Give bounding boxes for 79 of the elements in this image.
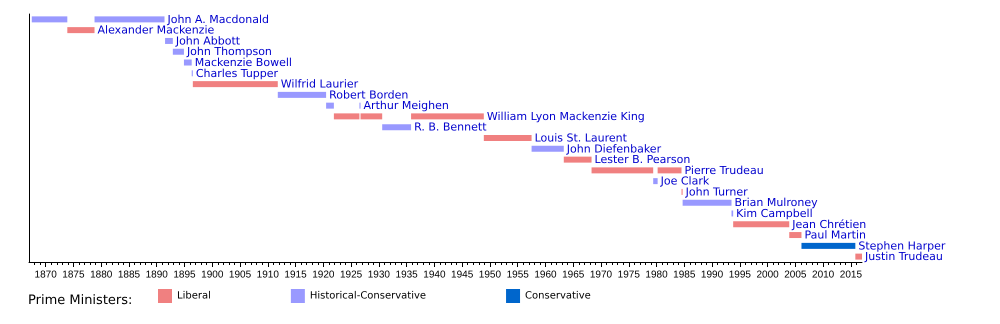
x-tick-label: 2000 (756, 270, 780, 280)
y-tick-label: Pierre Trudeau (684, 164, 764, 177)
y-tick-label: Lester B. Pearson (594, 153, 690, 166)
bar (801, 242, 856, 249)
y-tick-label: Wilfrid Laurier (280, 78, 359, 91)
bar (326, 102, 334, 109)
x-tick-label: 1880 (90, 270, 113, 280)
x-tick-label: 1910 (256, 270, 280, 280)
bar (733, 221, 790, 228)
x-tick-label: 1975 (618, 270, 640, 280)
x-tick-label: 1985 (673, 270, 696, 280)
bar (682, 200, 732, 206)
y-tick-label: Brian Mulroney (734, 196, 818, 210)
y-tick-label: Robert Borden (329, 88, 408, 102)
legend-label: Conservative (525, 290, 591, 302)
legend-label: Liberal (177, 290, 211, 302)
bar (67, 27, 95, 34)
bar (165, 38, 173, 44)
y-tick-label: William Lyon Mackenzie King (486, 110, 645, 123)
y-tick-label: Stephen Harper (858, 239, 946, 252)
bar (192, 81, 278, 88)
bar (382, 124, 412, 130)
bar (172, 48, 184, 55)
x-tick-label: 1895 (173, 270, 196, 280)
x-tick-label: 1935 (396, 270, 418, 280)
x-tick-label: 1950 (478, 270, 502, 280)
bar (653, 178, 658, 184)
x-tick-label: 1890 (146, 270, 168, 280)
x-tick-label: 1965 (562, 270, 585, 280)
x-tick-label: 1900 (201, 270, 224, 280)
x-tick-label: 1925 (340, 270, 363, 280)
x-tick-label: 2010 (812, 270, 835, 280)
x-tick-label: 1960 (534, 270, 558, 280)
x-tick-label: 1970 (590, 270, 613, 280)
x-tick-label: 2005 (784, 270, 807, 280)
x-tick-label: 1940 (423, 270, 446, 280)
y-tick-label: R. B. Bennett (414, 120, 488, 134)
bar (94, 16, 164, 22)
bar (564, 156, 592, 163)
x-tick-label: 1990 (700, 270, 724, 280)
x-tick-label: 1930 (368, 270, 390, 280)
y-tick-label: Paul Martin (804, 228, 866, 242)
y-tick-label: Charles Tupper (196, 66, 279, 80)
bar (411, 113, 484, 120)
y-tick-label: Justin Trudeau (864, 250, 943, 264)
bar (855, 254, 862, 260)
y-tick-label: Louis St. Laurent (534, 132, 628, 144)
x-tick-label: 1945 (451, 270, 474, 280)
bar (658, 167, 682, 174)
x-tick-label: 1920 (312, 270, 335, 280)
y-tick-label: John A. Macdonald (166, 12, 269, 26)
x-tick-label: 1885 (118, 270, 141, 280)
bar (278, 92, 326, 98)
bar (789, 232, 802, 238)
x-tick-label: 1875 (62, 270, 85, 280)
legend-label: Historical-Conservative (310, 290, 426, 302)
y-tick-label: Kim Campbell (736, 206, 813, 220)
x-tick-label: 2015 (840, 270, 862, 280)
x-tick-label: 1870 (34, 270, 58, 280)
x-tick-label: 1955 (506, 270, 530, 280)
x-tick-label: 1905 (228, 270, 252, 280)
y-tick-label: John Turner (684, 185, 748, 198)
y-tick-label: John Thompson (186, 45, 272, 58)
x-tick-label: 1980 (645, 270, 668, 280)
y-tick-label: Mackenzie Bowell (194, 56, 292, 70)
y-tick-label: Alexander Mackenzie (98, 24, 214, 37)
y-tick-label: John Diefenbaker (566, 142, 662, 156)
y-tick-label: John Abbott (174, 34, 241, 48)
bar (532, 146, 564, 152)
y-tick-label: Jean Chrétien (791, 218, 866, 231)
bar (32, 16, 68, 22)
bar (484, 135, 532, 141)
legend-title: Prime Ministers: (28, 293, 132, 308)
bar (184, 60, 192, 66)
y-tick-label: Arthur Meighen (364, 99, 449, 112)
x-tick-label: 1915 (284, 270, 308, 280)
y-tick-label: Joe Clark (660, 174, 710, 188)
x-tick-label: 1995 (728, 270, 752, 280)
bar (592, 167, 654, 174)
